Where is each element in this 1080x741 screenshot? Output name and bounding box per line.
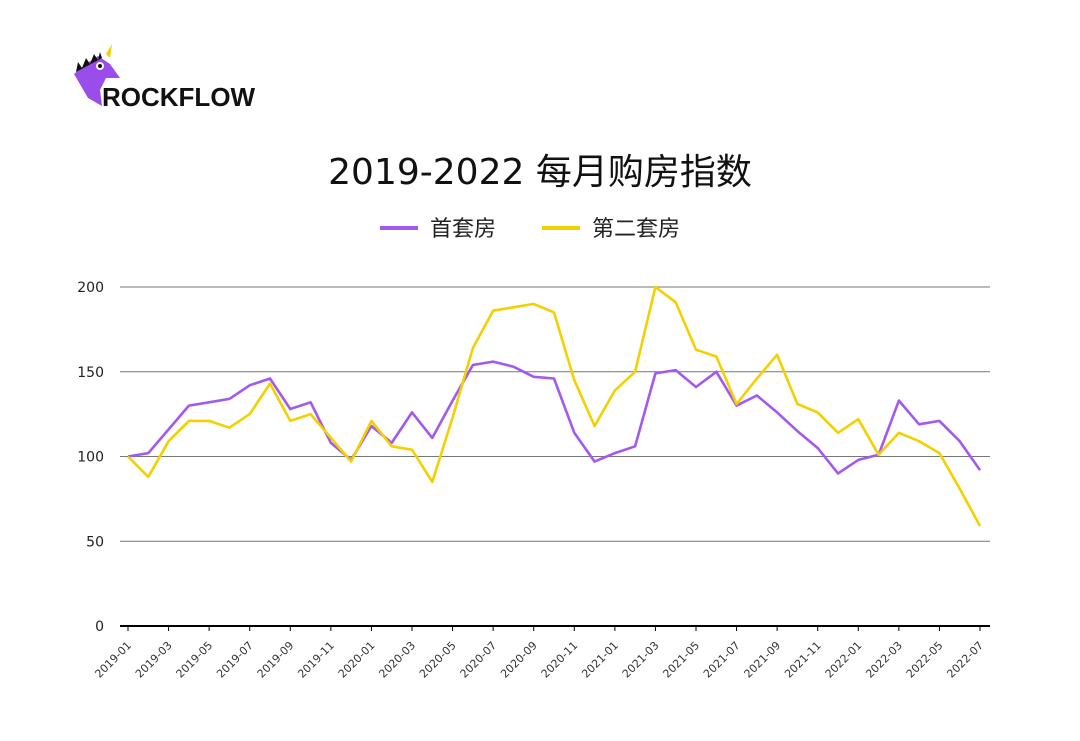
x-tick-label: 2020-05 — [417, 639, 459, 681]
x-tick-label: 2020-01 — [336, 639, 378, 681]
y-tick-label: 150 — [77, 365, 104, 381]
x-tick-label: 2019-01 — [92, 639, 134, 681]
x-tick-label: 2022-01 — [823, 639, 865, 681]
rockflow-logo: ROCKFLOW — [72, 42, 272, 114]
series-line-0 — [127, 360, 982, 475]
x-tick-label: 2020-09 — [498, 639, 540, 681]
series-lines — [127, 285, 982, 527]
x-tick-label: 2019-05 — [174, 639, 216, 681]
gridlines — [120, 286, 990, 627]
x-tick-label: 2021-07 — [701, 639, 743, 681]
x-tick-label: 2020-11 — [539, 639, 581, 681]
x-tick-label: 2021-05 — [660, 639, 702, 681]
brand-name: ROCKFLOW — [102, 82, 256, 112]
x-tick-label: 2019-11 — [295, 639, 337, 681]
x-tick-label: 2019-03 — [133, 639, 175, 681]
series-line-1 — [127, 285, 982, 527]
x-tick-label: 2021-01 — [579, 639, 621, 681]
x-tick-label: 2019-09 — [255, 639, 297, 681]
y-tick-label: 200 — [77, 280, 104, 296]
x-tick-label: 2020-07 — [458, 639, 500, 681]
unicorn-head-icon: ROCKFLOW — [74, 44, 256, 112]
chart-title: 2019-2022 每月购房指数 — [328, 152, 752, 193]
x-axis: 2019-012019-032019-052019-072019-092019-… — [92, 626, 986, 681]
x-tick-label: 2022-07 — [944, 639, 986, 681]
x-tick-label: 2021-03 — [620, 639, 662, 681]
x-tick-label: 2022-03 — [863, 639, 905, 681]
x-tick-label: 2021-09 — [742, 639, 784, 681]
legend-label: 首套房 — [430, 217, 496, 242]
legend-label: 第二套房 — [592, 217, 680, 242]
legend: 首套房 第二套房 — [380, 217, 680, 242]
y-tick-label: 50 — [86, 534, 104, 550]
x-tick-label: 2019-07 — [214, 639, 256, 681]
y-tick-label: 0 — [95, 619, 104, 635]
x-tick-label: 2022-05 — [904, 639, 946, 681]
y-axis: 0 50 100 150 200 — [77, 280, 104, 635]
y-tick-label: 100 — [77, 450, 104, 466]
x-tick-label: 2020-03 — [376, 639, 418, 681]
x-tick-label: 2021-11 — [782, 639, 824, 681]
